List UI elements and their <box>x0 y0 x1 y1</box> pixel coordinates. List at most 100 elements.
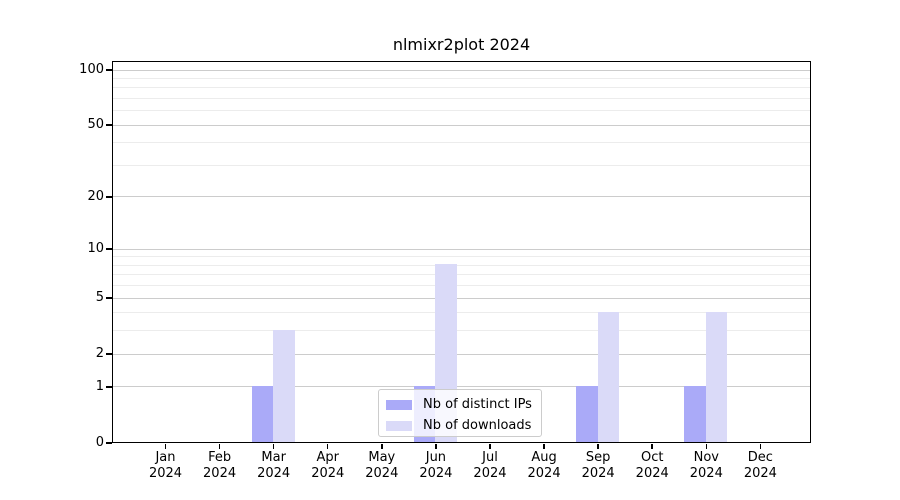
bar-downloads-nov <box>705 311 728 442</box>
y-tick-mark <box>106 248 112 250</box>
x-tick-label-mar: Mar 2024 <box>244 450 304 482</box>
major-gridline <box>113 297 810 299</box>
bar-distinct-ips-nov <box>684 385 706 442</box>
x-tick-label-may: May 2024 <box>352 450 412 482</box>
minor-gridline <box>113 77 810 79</box>
legend: Nb of distinct IPs Nb of downloads <box>378 389 542 437</box>
y-tick-mark <box>106 442 112 444</box>
x-tick-label-oct: Oct 2024 <box>622 450 682 482</box>
x-tick-month: Jun <box>425 450 447 465</box>
minor-gridline <box>113 264 810 266</box>
major-gridline <box>113 196 810 198</box>
bar-downloads-sep <box>597 311 620 442</box>
bar-distinct-ips-mar <box>251 385 274 442</box>
x-tick-month: Apr <box>316 450 339 465</box>
x-tick-month: Jul <box>482 450 498 465</box>
x-tick-year: 2024 <box>203 466 237 481</box>
x-tick-label-sep: Sep 2024 <box>568 450 628 482</box>
x-tick-month: Jan <box>155 450 176 465</box>
y-tick-label: 0 <box>95 435 104 450</box>
legend-item-distinct-ips: Nb of distinct IPs <box>386 395 533 414</box>
y-tick-label: 2 <box>95 346 104 362</box>
x-tick-year: 2024 <box>311 466 345 481</box>
y-tick-mark <box>106 297 112 299</box>
x-tick-mark <box>597 443 599 449</box>
x-tick-mark <box>759 443 762 449</box>
x-tick-label-dec: Dec 2024 <box>730 450 790 482</box>
minor-gridline <box>113 164 810 166</box>
x-tick-label-nov: Nov 2024 <box>676 450 736 482</box>
minor-gridline <box>113 87 810 89</box>
x-tick-year: 2024 <box>743 466 777 481</box>
x-tick-month: Feb <box>208 450 232 465</box>
y-tick-mark <box>106 386 112 388</box>
x-tick-label-jun: Jun 2024 <box>406 450 466 482</box>
y-tick-mark <box>106 353 112 355</box>
x-tick-label-apr: Apr 2024 <box>298 450 358 482</box>
x-tick-label-jan: Jan 2024 <box>136 450 196 482</box>
x-tick-mark <box>489 443 491 449</box>
x-tick-mark <box>164 443 167 449</box>
major-gridline <box>113 69 810 71</box>
x-tick-year: 2024 <box>148 466 183 481</box>
bar-downloads-mar <box>273 329 295 442</box>
bars-layer <box>113 62 810 442</box>
x-tick-mark <box>326 443 329 449</box>
x-tick-year: 2024 <box>419 466 453 481</box>
x-tick-mark <box>381 443 383 449</box>
x-tick-mark <box>543 443 545 449</box>
x-tick-label-aug: Aug 2024 <box>514 450 574 482</box>
legend-label-distinct-ips: Nb of distinct IPs <box>423 397 532 412</box>
minor-gridline <box>113 256 810 258</box>
y-tick-label: 5 <box>95 290 104 306</box>
x-tick-year: 2024 <box>689 466 723 481</box>
x-tick-label-feb: Feb 2024 <box>190 450 250 482</box>
legend-swatch-downloads <box>386 420 412 431</box>
y-tick-mark <box>106 196 112 198</box>
major-gridline <box>113 386 810 388</box>
minor-gridline <box>113 330 810 332</box>
minor-gridline <box>113 312 810 314</box>
x-tick-year: 2024 <box>581 466 615 481</box>
major-gridline <box>113 124 810 126</box>
x-tick-month: May <box>368 450 396 465</box>
x-tick-year: 2024 <box>365 466 399 481</box>
x-tick-month: Mar <box>261 450 286 465</box>
plot-area <box>112 61 811 443</box>
x-tick-mark <box>705 443 708 449</box>
y-tick-label: 20 <box>87 188 104 204</box>
minor-gridline <box>113 285 810 287</box>
x-tick-mark <box>435 443 437 449</box>
y-tick-label: 10 <box>87 241 104 257</box>
y-tick-label: 50 <box>87 117 104 133</box>
legend-swatch-distinct-ips <box>386 399 412 410</box>
minor-gridline <box>113 97 810 99</box>
y-tick-mark <box>106 69 112 71</box>
x-tick-month: Sep <box>585 450 611 465</box>
gridlines-layer <box>113 62 810 442</box>
chart-title: nlmixr2plot 2024 <box>392 35 531 54</box>
major-gridline <box>113 353 810 355</box>
minor-gridline <box>113 274 810 276</box>
x-tick-mark <box>651 443 653 449</box>
x-tick-month: Aug <box>531 450 557 465</box>
bar-distinct-ips-sep <box>576 385 598 442</box>
minor-gridline <box>113 110 810 112</box>
x-tick-year: 2024 <box>473 466 507 481</box>
x-tick-year: 2024 <box>527 466 561 481</box>
y-tick-label: 1 <box>95 378 104 394</box>
x-tick-month: Oct <box>640 450 664 465</box>
legend-label-downloads: Nb of downloads <box>423 418 532 433</box>
x-tick-month: Nov <box>693 450 719 465</box>
y-tick-label: 100 <box>79 62 104 77</box>
legend-item-downloads: Nb of downloads <box>386 416 533 435</box>
x-tick-label-jul: Jul 2024 <box>460 450 520 482</box>
y-tick-mark <box>106 124 112 126</box>
minor-gridline <box>113 142 810 144</box>
x-tick-mark <box>272 443 275 449</box>
x-tick-year: 2024 <box>257 466 291 481</box>
major-gridline <box>113 248 810 250</box>
x-tick-mark <box>218 443 221 449</box>
x-tick-month: Dec <box>747 450 773 465</box>
